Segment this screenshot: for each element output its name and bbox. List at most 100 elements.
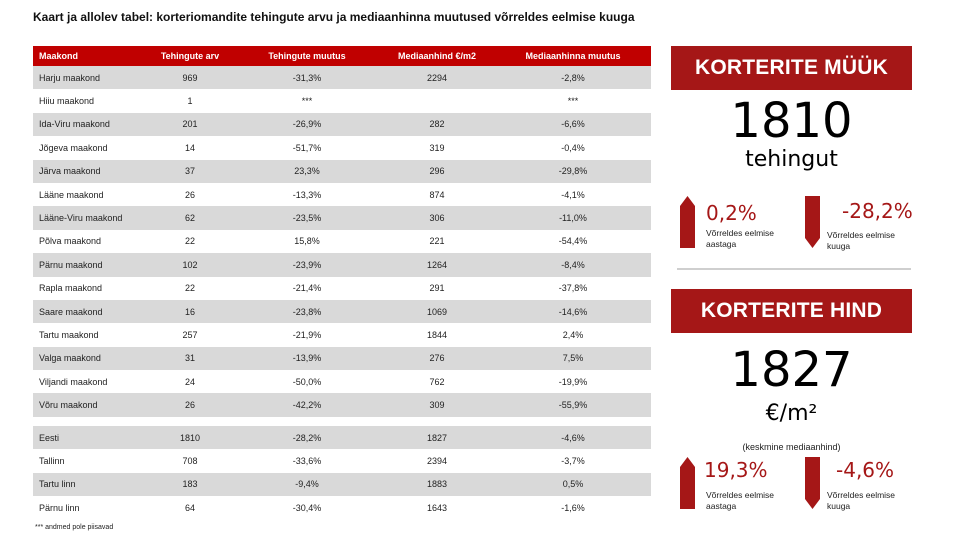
cell-transaction-change: *** [301,96,313,107]
up-arrow-icon [680,457,695,509]
table-row: Saare maakond 16 -23,8% 1069 -14,6% [33,299,651,324]
cell-transactions: 708 [182,455,198,466]
table-row: Valga maakond 31 -13,9% 276 7,5% [33,346,651,371]
cell-county: Põlva maakond [39,236,102,247]
cell-county: Eesti [33,425,145,450]
table-row: Harju maakond 969 -31,3% 2294 -2,8% [33,66,651,90]
table-row: Lääne maakond 26 -13,3% 874 -4,1% [33,183,651,206]
cell-median-change: -4,1% [561,189,585,200]
table-row: Lääne-Viru maakond 62 -23,5% 306 -11,0% [33,206,651,230]
cell-median-change: 2,4% [562,329,584,340]
sales-unit: tehingut [745,147,838,172]
cell-median-price: 306 [379,206,495,230]
cell-county: Pärnu maakond [33,253,145,277]
cell-transactions: 26 [145,393,235,417]
down-arrow-icon [805,196,820,248]
header-transaction-change: Tehingute muutus [235,46,379,66]
cell-transaction-change: -13,3% [292,189,322,200]
price-note: (keskmine mediaanhind) [742,442,841,452]
up-arrow-icon [680,196,695,248]
cell-median-price: 296 [379,159,495,183]
price-monthly-change: -4,6% [836,458,895,482]
header-county: Maakond [33,46,145,66]
cell-transactions: 22 [184,283,195,294]
table-row: Järva maakond 37 23,3% 296 -29,8% [33,159,651,183]
cell-transactions: 24 [184,376,195,387]
cell-median-change: -54,4% [558,236,588,247]
cell-median-price: 291 [429,283,445,294]
cell-transactions: 31 [145,346,235,371]
cell-county: Valga maakond [33,346,145,371]
table-row: Viljandi maakond 24 -50,0% 762 -19,9% [33,370,651,393]
cell-county: Hiiu maakond [39,96,95,107]
down-arrow-icon [805,457,820,509]
cell-transaction-change: -33,6% [292,455,322,466]
price-yearly-change: 19,3% [704,458,768,482]
cell-median-change: -19,9% [558,376,588,387]
cell-median-price: 762 [429,376,445,387]
panel-divider [677,268,911,270]
cell-transaction-change: -23,9% [235,253,379,277]
sales-yearly-label: Võrreldes eelmise aastaga [706,228,775,249]
cell-median-price: 1827 [379,425,495,450]
cell-transactions: 201 [145,112,235,137]
cell-county: Harju maakond [33,66,145,90]
cell-transactions: 102 [145,253,235,277]
cell-transaction-change: -31,3% [235,66,379,90]
cell-county: Ida-Viru maakond [33,112,145,137]
cell-median-change: -3,7% [561,455,585,466]
sales-yearly-change: 0,2% [706,201,757,225]
cell-median-change: 0,5% [495,472,651,497]
cell-median-price: 319 [429,142,445,153]
cell-transactions: 62 [145,206,235,230]
county-table: Maakond Tehingute arv Tehingute muutus M… [33,46,651,519]
cell-transaction-change: -9,4% [235,472,379,497]
cell-median-price: 2294 [379,66,495,90]
table-row: Võru maakond 26 -42,2% 309 -55,9% [33,393,651,417]
cell-transactions: 16 [145,299,235,324]
cell-transaction-change: -23,5% [235,206,379,230]
cell-transaction-change: -50,0% [292,376,322,387]
table-row: Põlva maakond 22 15,8% 221 -54,4% [33,230,651,253]
cell-median-change: -11,0% [495,206,651,230]
cell-median-price: 309 [379,393,495,417]
cell-median-price: 1069 [379,299,495,324]
cell-transactions: 26 [184,189,195,200]
sales-monthly-change: -28,2% [842,199,913,223]
cell-transactions: 22 [184,236,195,247]
cell-county: Tallinn [39,455,65,466]
cell-county: Lääne maakond [39,189,104,200]
sales-monthly-label: Võrreldes eelmise kuuga [827,230,896,251]
cell-transactions: 1810 [145,425,235,450]
summary-row: Tartu linn 183 -9,4% 1883 0,5% [33,472,651,497]
cell-median-price: 1844 [426,329,448,340]
cell-transactions: 257 [182,329,198,340]
summary-row: Eesti 1810 -28,2% 1827 -4,6% [33,425,651,450]
price-yearly-label: Võrreldes eelmise aastaga [706,490,775,511]
table-row: Tartu maakond 257 -21,9% 1844 2,4% [33,323,651,346]
spacer-cell [33,416,651,426]
cell-county: Saare maakond [33,299,145,324]
cell-median-change: *** [567,96,579,107]
cell-county: Pärnu linn [39,502,80,513]
cell-median-price: 282 [379,112,495,137]
price-value: 1827 [730,342,853,398]
cell-transaction-change: 23,3% [235,159,379,183]
sales-value: 1810 [730,93,853,149]
table-row: Jõgeva maakond 14 -51,7% 319 -0,4% [33,136,651,159]
cell-median-price: 2394 [426,455,448,466]
cell-transaction-change: -21,9% [292,329,322,340]
cell-median-price: 1643 [426,502,448,513]
header-median-change: Mediaanhinna muutus [495,46,651,66]
cell-median-change: -1,6% [561,502,585,513]
cell-transactions: 1 [187,96,193,107]
cell-county: Rapla maakond [39,283,103,294]
cell-transaction-change: 15,8% [294,236,320,247]
cell-median-change: -4,6% [495,425,651,450]
header-transactions: Tehingute arv [145,46,235,66]
cell-median-price: 221 [429,236,445,247]
cell-county: Võru maakond [33,393,145,417]
footnote: *** andmed pole piisavad [35,524,114,531]
header-median-price: Mediaanhind €/m2 [379,46,495,66]
price-monthly-label: Võrreldes eelmise kuuga [827,490,896,511]
